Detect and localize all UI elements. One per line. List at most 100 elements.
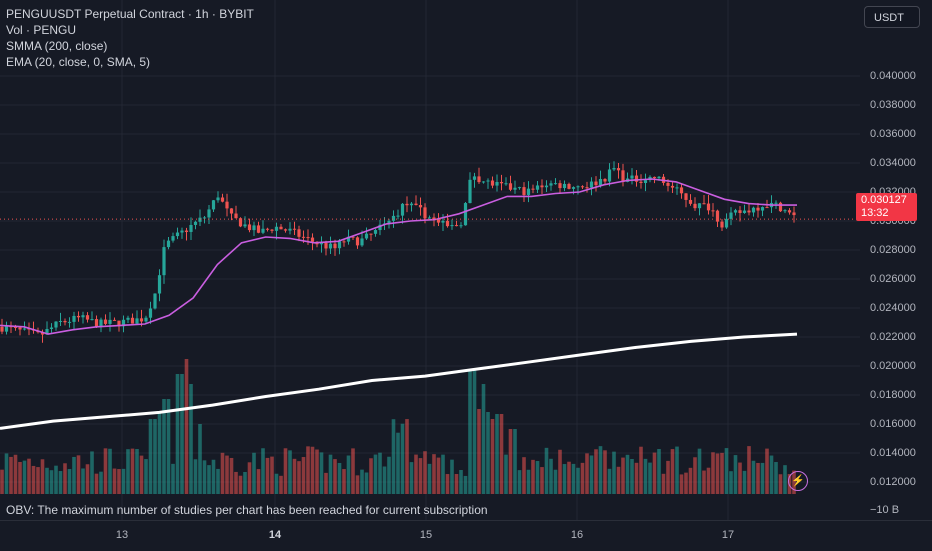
candle-body bbox=[180, 230, 184, 233]
candle-body bbox=[571, 187, 576, 189]
price-axis[interactable]: 0.040000 0.038000 0.036000 0.034000 0.032000… bbox=[860, 0, 932, 520]
candle-body bbox=[225, 201, 229, 209]
candle-body bbox=[301, 236, 306, 238]
volume-bar bbox=[153, 419, 157, 494]
candle-body bbox=[657, 176, 661, 179]
candle-body bbox=[535, 185, 540, 190]
volume-bar bbox=[99, 471, 103, 494]
volume-bar bbox=[742, 470, 747, 494]
candle-body bbox=[13, 327, 18, 329]
candle-body bbox=[175, 232, 180, 237]
candle-body bbox=[675, 187, 679, 189]
volume-bar bbox=[135, 448, 139, 494]
volume-bar bbox=[729, 471, 733, 494]
volume-bar bbox=[90, 451, 94, 494]
volume-bar bbox=[549, 458, 553, 494]
candle-body bbox=[274, 226, 279, 231]
volume-bar bbox=[270, 456, 274, 494]
legend-ema[interactable]: EMA (20, close, 0, SMA, 5) bbox=[6, 55, 151, 69]
volume-bar bbox=[526, 469, 531, 494]
candle-body bbox=[486, 180, 490, 182]
volume-bar bbox=[711, 452, 715, 494]
candle-body bbox=[40, 332, 45, 335]
volume-bar bbox=[49, 470, 54, 494]
volume-bar bbox=[427, 463, 432, 494]
candle-body bbox=[261, 228, 265, 233]
candle-body bbox=[184, 230, 189, 232]
candle-body bbox=[724, 218, 729, 228]
volume-bar bbox=[445, 474, 450, 494]
time-tick-label: 14 bbox=[268, 529, 282, 541]
time-tick-label: 16 bbox=[570, 529, 584, 541]
price-tick-label: 0.022000 bbox=[870, 331, 916, 343]
candle-body bbox=[553, 183, 558, 185]
candle-body bbox=[4, 326, 9, 332]
legend-volume[interactable]: Vol · PENGU bbox=[6, 23, 77, 37]
candle-body bbox=[495, 182, 499, 186]
candle-body bbox=[117, 320, 121, 327]
candle-body bbox=[751, 207, 756, 213]
candle-body bbox=[99, 319, 103, 327]
volume-bar bbox=[553, 469, 558, 494]
candle-body bbox=[103, 319, 108, 324]
candle-body bbox=[679, 187, 684, 194]
candle-body bbox=[630, 175, 634, 179]
candle-body bbox=[310, 237, 315, 242]
candle-body bbox=[441, 220, 445, 223]
legend-smma[interactable]: SMMA (200, close) bbox=[6, 39, 108, 53]
volume-bar bbox=[769, 455, 774, 494]
volume-bar bbox=[261, 448, 265, 494]
volume-bar bbox=[81, 468, 85, 494]
volume-bar bbox=[504, 454, 508, 494]
candle-body bbox=[459, 225, 463, 227]
candle-body bbox=[540, 185, 544, 188]
candle-body bbox=[774, 202, 778, 204]
volume-bar bbox=[346, 455, 351, 494]
candle-body bbox=[18, 327, 22, 330]
volume-bar bbox=[211, 459, 216, 494]
volume-bar bbox=[162, 399, 166, 494]
candle-body bbox=[369, 233, 373, 235]
candle-body bbox=[90, 319, 94, 321]
volume-bar bbox=[103, 448, 108, 494]
candle-body bbox=[144, 317, 148, 322]
candle-body bbox=[351, 236, 355, 238]
candle-body bbox=[508, 183, 513, 190]
bar-countdown: 13:32 bbox=[861, 207, 889, 219]
volume-bar bbox=[40, 459, 45, 494]
volume-bar bbox=[621, 457, 625, 494]
candle-body bbox=[409, 203, 414, 206]
currency-button[interactable]: USDT bbox=[864, 6, 920, 28]
volume-bar bbox=[382, 466, 387, 494]
volume-bar bbox=[4, 453, 9, 494]
candle-body bbox=[355, 237, 360, 246]
volume-bar bbox=[508, 429, 513, 494]
candle-body bbox=[238, 218, 243, 227]
time-tick-label: 17 bbox=[721, 529, 735, 541]
candle-body bbox=[342, 241, 346, 243]
candle-body bbox=[742, 210, 747, 213]
volume-bar bbox=[733, 455, 738, 494]
flash-icon[interactable]: ⚡ bbox=[788, 471, 808, 491]
candle-body bbox=[558, 183, 562, 189]
volume-bar bbox=[360, 469, 364, 494]
volume-bar bbox=[265, 457, 270, 494]
time-axis[interactable]: 13 14 15 16 17 bbox=[0, 520, 932, 551]
volume-bar bbox=[468, 369, 472, 494]
volume-bar bbox=[306, 446, 310, 494]
chart-area[interactable] bbox=[0, 0, 860, 520]
volume-bar bbox=[274, 473, 279, 494]
volume-bar bbox=[108, 448, 112, 494]
candle-body bbox=[783, 210, 787, 212]
candle-body bbox=[607, 169, 612, 182]
candle-body bbox=[414, 203, 418, 206]
volume-bar bbox=[490, 419, 495, 494]
volume-bar bbox=[369, 458, 373, 494]
volume-bar bbox=[72, 456, 76, 494]
candle-body bbox=[207, 209, 211, 218]
volume-bar bbox=[432, 454, 436, 494]
candlestick-chart[interactable] bbox=[0, 0, 860, 520]
volume-bar bbox=[378, 452, 382, 494]
candle-body bbox=[22, 328, 27, 330]
legend-symbol-title[interactable]: PENGUUSDT Perpetual Contract · 1h · BYBI… bbox=[6, 7, 254, 21]
